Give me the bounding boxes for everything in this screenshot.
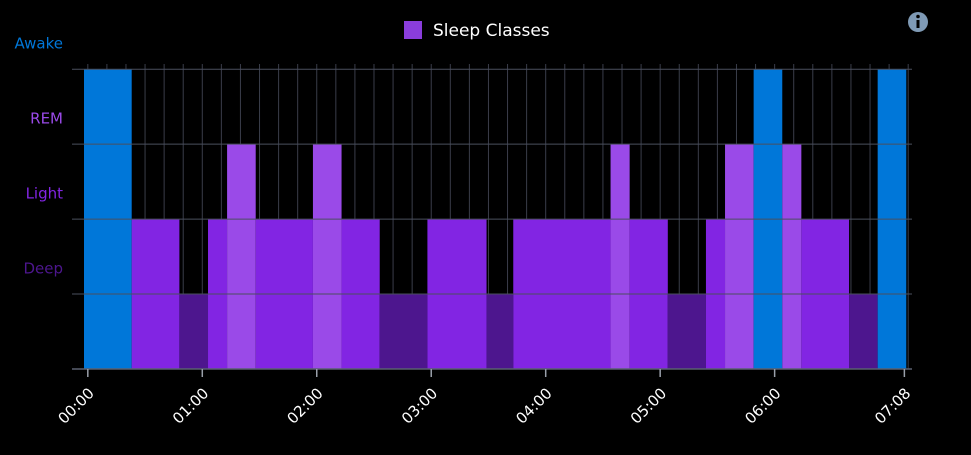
legend-label: Sleep Classes: [433, 21, 550, 41]
sleep-segment: [227, 144, 256, 369]
legend-swatch: [404, 21, 422, 39]
y-tick-label: Deep: [23, 260, 63, 278]
sleep-segment: [782, 144, 802, 369]
info-bar: [916, 20, 920, 28]
sleep-segment: [379, 294, 428, 369]
y-tick-label: Awake: [15, 35, 64, 53]
info-dot: [916, 14, 920, 19]
info-icon[interactable]: [908, 12, 928, 32]
y-tick-label: REM: [30, 110, 63, 128]
sleep-segment: [179, 294, 209, 369]
y-tick-label: Light: [26, 185, 64, 203]
sleep-segment: [610, 144, 630, 369]
sleep-segment: [849, 294, 878, 369]
sleep-segment: [725, 144, 754, 369]
sleep-segment: [312, 144, 342, 369]
sleep-segment: [667, 294, 706, 369]
sleep-segment: [486, 294, 514, 369]
